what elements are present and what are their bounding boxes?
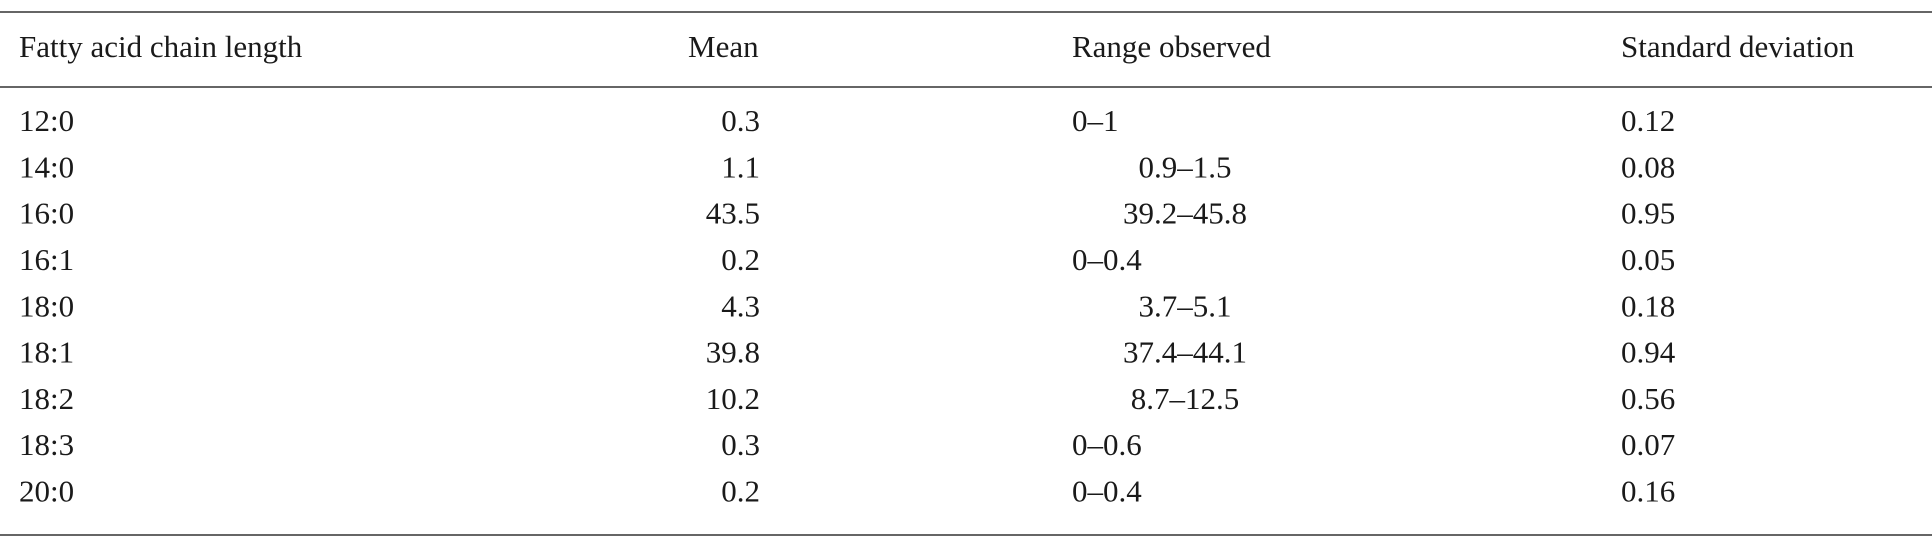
cell: 0–0.4 [1072,474,1142,509]
cell: 8.7–12.5 [1131,381,1240,416]
cell: 1.1 [721,149,760,184]
cell: 18:3 [19,427,74,462]
cell: 0.05 [1621,242,1675,277]
cell: 0.18 [1621,288,1675,323]
header-cell: Standard deviation [1621,29,1855,64]
cell: 43.5 [706,196,760,231]
cell: 18:1 [19,335,74,370]
cell: 0.3 [721,103,760,138]
header-cell: Range observed [1072,29,1271,64]
cell: 4.3 [721,288,760,323]
cell: 14:0 [19,149,74,184]
header-cell: Mean [688,29,759,64]
cell: 10.2 [706,381,760,416]
cell: 0.9–1.5 [1139,149,1232,184]
cell: 0.16 [1621,474,1675,509]
cell: 20:0 [19,474,74,509]
cell: 37.4–44.1 [1123,335,1247,370]
cell: 0.94 [1621,335,1676,370]
cell: 0–0.4 [1072,242,1142,277]
cell: 0–1 [1072,103,1119,138]
cell: 0.08 [1621,149,1675,184]
cell: 39.8 [706,335,760,370]
cell: 3.7–5.1 [1139,288,1232,323]
cell: 0.2 [721,242,760,277]
cell: 0.3 [721,427,760,462]
cell: 0.2 [721,474,760,509]
cell: 0.95 [1621,196,1675,231]
cell: 0–0.6 [1072,427,1142,462]
cell: 18:0 [19,288,74,323]
header-cell: Fatty acid chain length [19,29,303,64]
cell: 18:2 [19,381,74,416]
cell: 12:0 [19,103,74,138]
cell: 0.12 [1621,103,1675,138]
cell: 0.07 [1621,427,1675,462]
cell: 16:1 [19,242,74,277]
cell: 0.56 [1621,381,1675,416]
cell: 39.2–45.8 [1123,196,1247,231]
cell: 16:0 [19,196,74,231]
